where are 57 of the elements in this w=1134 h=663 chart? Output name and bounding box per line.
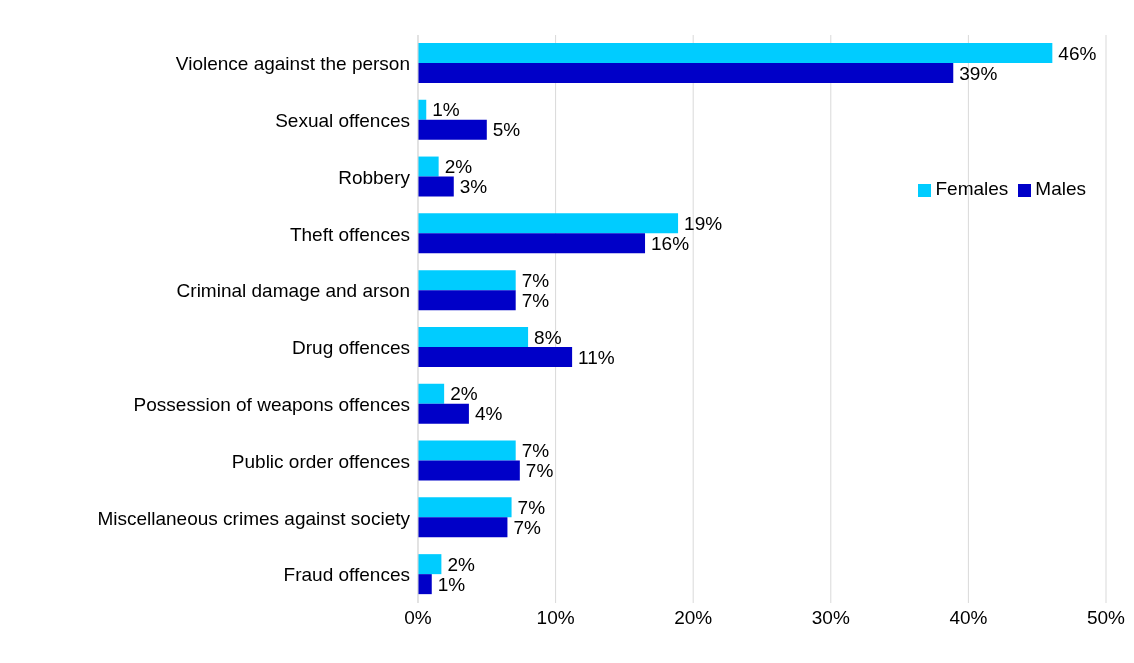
bar bbox=[418, 156, 439, 177]
data-label: 7% bbox=[513, 517, 542, 538]
data-label: 7% bbox=[521, 289, 550, 311]
bar bbox=[418, 346, 573, 367]
x-tick-label: 10% bbox=[536, 607, 575, 629]
data-label: 2% bbox=[444, 156, 473, 178]
bar bbox=[418, 383, 445, 404]
y-tick-label: Criminal damage and arson bbox=[176, 280, 410, 302]
bar bbox=[418, 403, 469, 424]
data-label: 4% bbox=[474, 403, 503, 425]
data-label: 8% bbox=[534, 326, 562, 348]
y-tick-label: Theft offences bbox=[289, 223, 410, 245]
bar bbox=[418, 460, 520, 481]
bar bbox=[418, 213, 679, 234]
data-label: 19% bbox=[684, 213, 723, 234]
data-label: 1% bbox=[437, 573, 466, 595]
bar bbox=[418, 233, 646, 254]
bar bbox=[418, 176, 454, 197]
data-label: 39% bbox=[959, 62, 998, 84]
data-label: 16% bbox=[651, 233, 690, 254]
legend-label: Females bbox=[935, 178, 1009, 199]
bar bbox=[418, 62, 954, 83]
bar bbox=[418, 42, 1053, 63]
x-tick-label: 50% bbox=[1086, 607, 1126, 629]
data-label: 7% bbox=[525, 460, 554, 482]
data-label: 7% bbox=[521, 269, 550, 291]
data-label: 3% bbox=[459, 176, 488, 198]
bar bbox=[418, 440, 516, 461]
bar bbox=[418, 290, 516, 311]
y-tick-label: Possession of weapons offences bbox=[133, 393, 410, 415]
data-label: 11% bbox=[578, 346, 615, 368]
bar bbox=[418, 270, 516, 291]
x-tick-label: 40% bbox=[949, 607, 988, 629]
y-tick-label: Sexual offences bbox=[275, 109, 410, 131]
y-tick-label: Robbery bbox=[338, 166, 411, 188]
y-tick-label: Violence against the person bbox=[175, 53, 410, 75]
data-label: 7% bbox=[521, 440, 550, 462]
bar bbox=[418, 574, 432, 595]
y-tick-label: Public order offences bbox=[231, 450, 410, 472]
y-tick-label: Fraud offences bbox=[283, 564, 410, 586]
bar bbox=[418, 554, 442, 575]
data-label: 2% bbox=[450, 383, 478, 405]
x-tick-label: 20% bbox=[674, 607, 713, 629]
bar bbox=[418, 119, 487, 140]
bar bbox=[418, 517, 508, 538]
x-tick-label: 30% bbox=[811, 607, 850, 629]
y-tick-label: Drug offences bbox=[292, 337, 410, 359]
legend-label: Males bbox=[1035, 178, 1086, 199]
data-label: 46% bbox=[1058, 42, 1097, 64]
y-tick-label: Miscellaneous crimes against society bbox=[97, 507, 411, 529]
data-label: 7% bbox=[517, 497, 546, 518]
x-tick-label: 0% bbox=[404, 607, 432, 629]
data-label: 1% bbox=[432, 99, 460, 121]
data-label: 5% bbox=[492, 119, 521, 141]
data-label: 2% bbox=[447, 553, 475, 575]
bar bbox=[418, 326, 529, 347]
bar bbox=[418, 497, 512, 518]
